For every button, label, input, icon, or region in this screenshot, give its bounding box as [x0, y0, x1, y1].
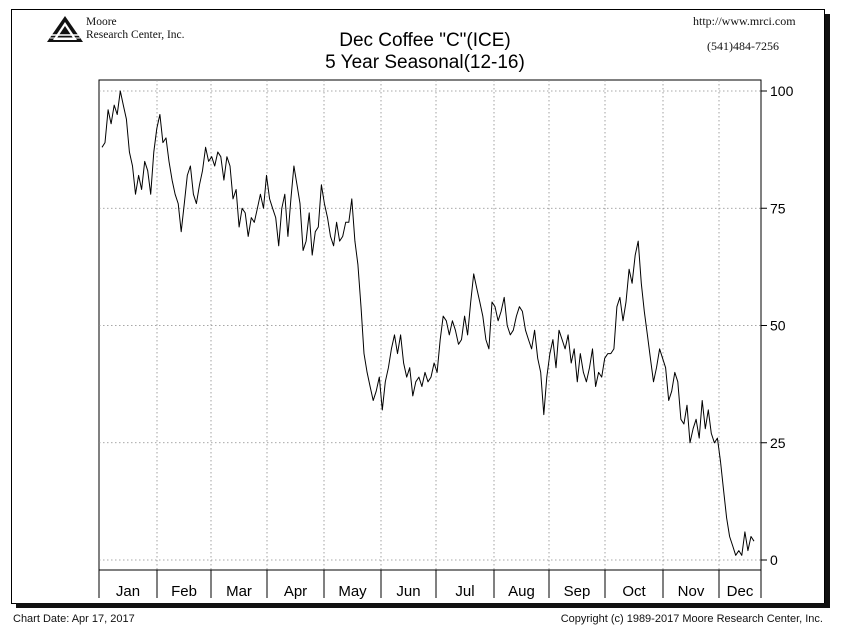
company-name-line1: Moore	[86, 16, 117, 28]
month-label: Jan	[116, 583, 140, 600]
y-tick-label: 25	[770, 435, 786, 451]
seasonal-line	[101, 90, 755, 556]
month-label: May	[338, 583, 367, 600]
y-tick-label: 75	[770, 200, 786, 216]
company-name-line2: Research Center, Inc.	[86, 29, 185, 41]
month-label: Mar	[226, 583, 252, 600]
copyright-notice: Copyright (c) 1989-2017 Moore Research C…	[560, 613, 823, 625]
chart-date: Chart Date: Apr 17, 2017	[13, 613, 135, 625]
month-label: Aug	[508, 583, 535, 600]
month-label: Sep	[564, 583, 591, 600]
chart-subtitle: 5 Year Seasonal(12-16)	[325, 52, 525, 73]
y-tick-label: 0	[770, 552, 778, 568]
month-label: Dec	[727, 583, 754, 600]
plot-area	[98, 79, 762, 571]
chart-title: Dec Coffee "C"(ICE)	[339, 30, 511, 51]
website-url[interactable]: http://www.mrci.com	[693, 14, 796, 28]
month-label: Feb	[171, 583, 197, 600]
chart-frame	[11, 9, 825, 604]
frame-shadow-right	[825, 14, 830, 607]
y-tick-label: 100	[770, 83, 794, 99]
y-tick-label: 50	[770, 318, 786, 334]
company-name: Moore Research Center, Inc.	[86, 16, 185, 42]
frame-shadow-bottom	[16, 603, 830, 608]
month-label: Jul	[455, 583, 474, 600]
moore-logo-icon	[47, 16, 83, 42]
phone-number: (541)484-7256	[707, 39, 779, 53]
month-label: Oct	[622, 583, 646, 600]
month-label: Nov	[678, 583, 705, 600]
month-label: Jun	[396, 583, 420, 600]
month-label: Apr	[284, 583, 307, 600]
